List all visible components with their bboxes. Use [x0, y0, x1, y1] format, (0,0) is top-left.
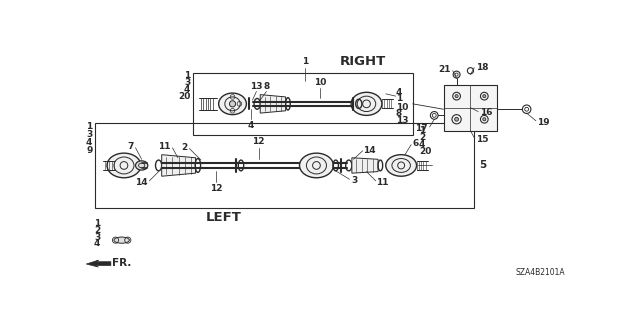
Text: 19: 19	[538, 118, 550, 127]
Text: 1: 1	[94, 219, 100, 228]
Text: 17: 17	[415, 124, 428, 133]
Polygon shape	[444, 84, 497, 131]
Text: 13: 13	[250, 83, 262, 92]
Text: 4: 4	[184, 85, 190, 94]
Text: 1: 1	[86, 123, 92, 132]
Text: 3: 3	[94, 233, 100, 242]
Text: 8: 8	[263, 83, 269, 92]
Text: 4: 4	[94, 239, 100, 249]
Text: 5: 5	[479, 160, 486, 171]
Text: 2: 2	[182, 143, 188, 152]
Text: 9: 9	[86, 146, 92, 155]
Text: 3: 3	[184, 78, 190, 87]
Text: 13: 13	[396, 116, 408, 124]
Polygon shape	[260, 95, 285, 113]
Text: 12: 12	[252, 137, 265, 146]
Ellipse shape	[107, 153, 141, 178]
Text: 1: 1	[302, 57, 308, 66]
Ellipse shape	[300, 153, 333, 178]
Text: LEFT: LEFT	[206, 211, 242, 224]
Circle shape	[483, 118, 486, 121]
Circle shape	[455, 95, 458, 98]
Text: 10: 10	[396, 103, 408, 112]
Ellipse shape	[136, 161, 148, 170]
Text: 3: 3	[86, 130, 92, 139]
Text: FR.: FR.	[113, 258, 132, 268]
Text: 11: 11	[159, 142, 171, 151]
Text: 15: 15	[476, 135, 488, 144]
Ellipse shape	[351, 92, 382, 116]
Text: 4: 4	[248, 121, 254, 130]
Text: SZA4B2101A: SZA4B2101A	[516, 268, 565, 277]
Text: 14: 14	[364, 146, 376, 155]
Text: 12: 12	[210, 184, 223, 193]
Text: 11: 11	[376, 178, 389, 187]
Ellipse shape	[219, 93, 246, 115]
Text: 4: 4	[86, 138, 92, 147]
Text: 1: 1	[396, 94, 402, 103]
Text: 3: 3	[351, 176, 357, 185]
Text: 20: 20	[419, 147, 431, 156]
Text: 2: 2	[419, 133, 425, 142]
Circle shape	[230, 101, 236, 107]
Text: 1: 1	[419, 126, 425, 135]
Text: 14: 14	[135, 178, 148, 187]
Text: 18: 18	[476, 63, 488, 72]
Text: 1: 1	[184, 71, 190, 80]
Polygon shape	[352, 158, 378, 173]
Text: 2: 2	[94, 226, 100, 235]
Circle shape	[483, 95, 486, 98]
Ellipse shape	[114, 237, 129, 243]
Circle shape	[454, 117, 458, 121]
Text: 8: 8	[396, 109, 402, 118]
Ellipse shape	[386, 155, 417, 176]
Text: 4: 4	[396, 88, 402, 97]
Text: 21: 21	[438, 66, 451, 75]
Text: 7: 7	[127, 142, 134, 151]
Text: 10: 10	[314, 78, 326, 87]
Polygon shape	[86, 260, 111, 267]
Polygon shape	[162, 155, 196, 176]
Text: 20: 20	[178, 92, 190, 101]
Text: 6: 6	[413, 139, 419, 148]
Text: 16: 16	[480, 108, 492, 117]
Text: 4: 4	[419, 140, 425, 149]
Text: RIGHT: RIGHT	[340, 55, 386, 68]
